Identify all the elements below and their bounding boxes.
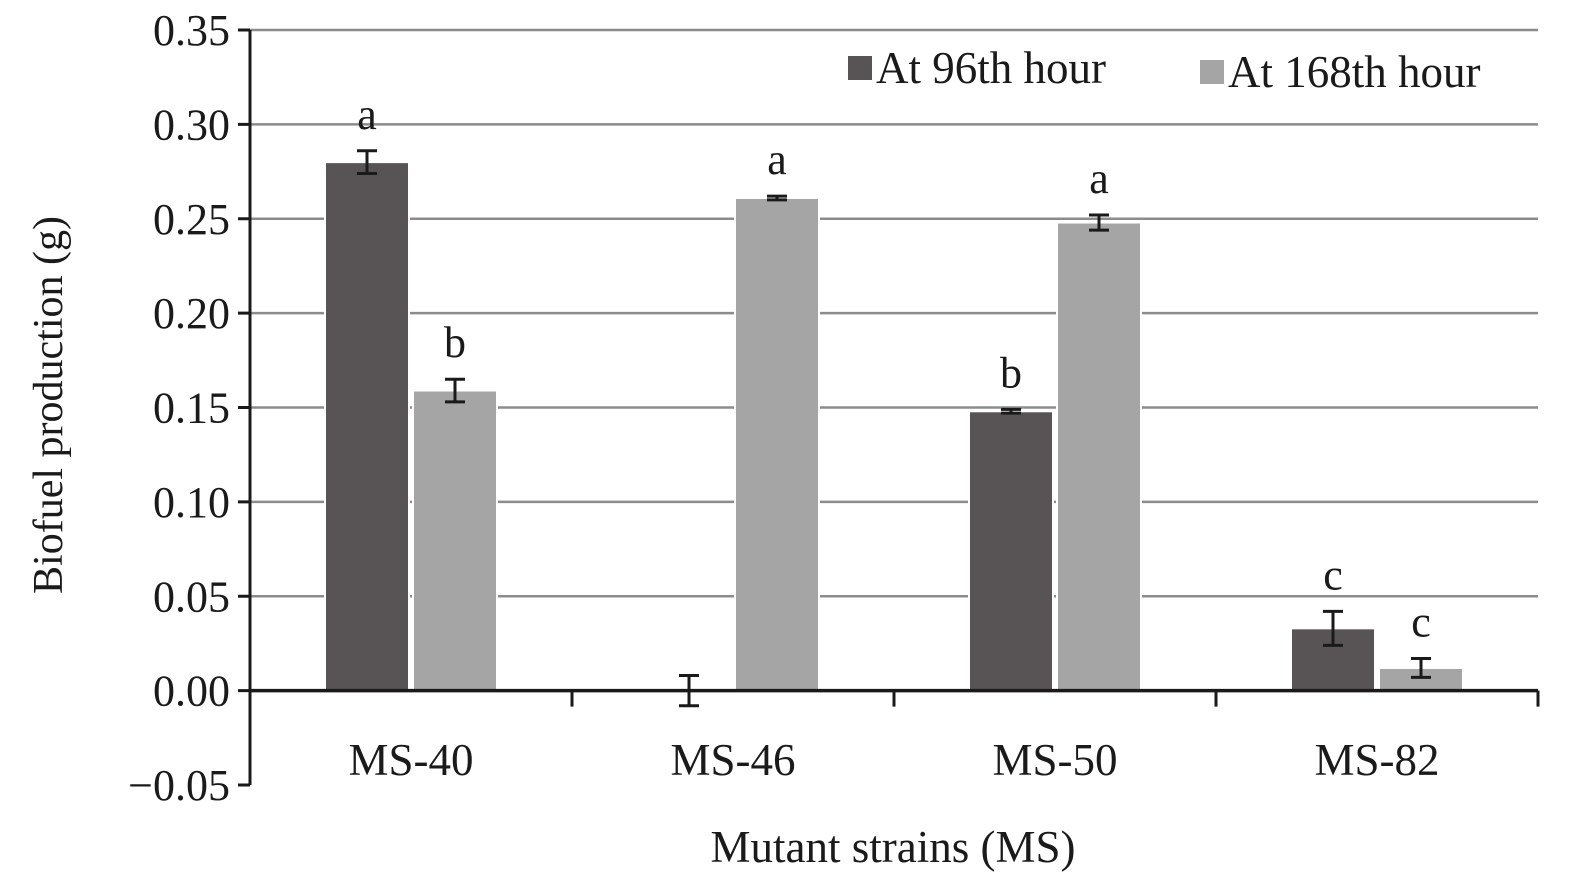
legend: At 96th hour At 168th hour	[848, 43, 1481, 97]
y-tick-label: 0.35	[153, 6, 230, 55]
y-tick-label: −0.05	[128, 761, 230, 810]
significance-label: b	[444, 318, 466, 367]
bar	[1056, 221, 1142, 692]
bar	[968, 410, 1054, 692]
legend-label: At 96th hour	[876, 43, 1106, 93]
y-tick-label: 0.00	[153, 667, 230, 716]
x-tick-label: MS-40	[348, 735, 473, 785]
labels: −0.05 0.00 0.05 0.10 0.15 0.20 0.25 0.30 0.35 MS-…	[128, 6, 1439, 810]
y-axis-title: Biofuel production (g)	[26, 216, 72, 594]
y-tick-label: 0.05	[153, 572, 230, 621]
bar	[324, 161, 410, 692]
bars	[324, 149, 1464, 708]
significance-label: a	[357, 90, 377, 139]
y-tick-label: 0.25	[153, 195, 230, 244]
legend-swatch	[848, 56, 872, 80]
x-tick-label: MS-50	[992, 735, 1117, 785]
y-tick-label: 0.15	[153, 384, 230, 433]
significance-label: a	[1089, 154, 1109, 203]
bar	[412, 389, 498, 692]
significance-label: c	[1323, 550, 1343, 599]
axes	[238, 28, 1540, 787]
y-tick-label: 0.10	[153, 478, 230, 527]
legend-label: At 168th hour	[1228, 47, 1481, 97]
significance-label: b	[1000, 348, 1022, 397]
x-tick-label: MS-46	[670, 735, 795, 785]
legend-swatch	[1200, 60, 1224, 84]
y-tick-label: 0.20	[153, 289, 230, 338]
bar	[734, 196, 820, 692]
x-axis-title: Mutant strains (MS)	[711, 822, 1076, 872]
significance-label: c	[1411, 598, 1431, 647]
significance-label: a	[767, 135, 787, 184]
x-tick-label: MS-82	[1314, 735, 1439, 785]
y-tick-label: 0.30	[153, 100, 230, 149]
